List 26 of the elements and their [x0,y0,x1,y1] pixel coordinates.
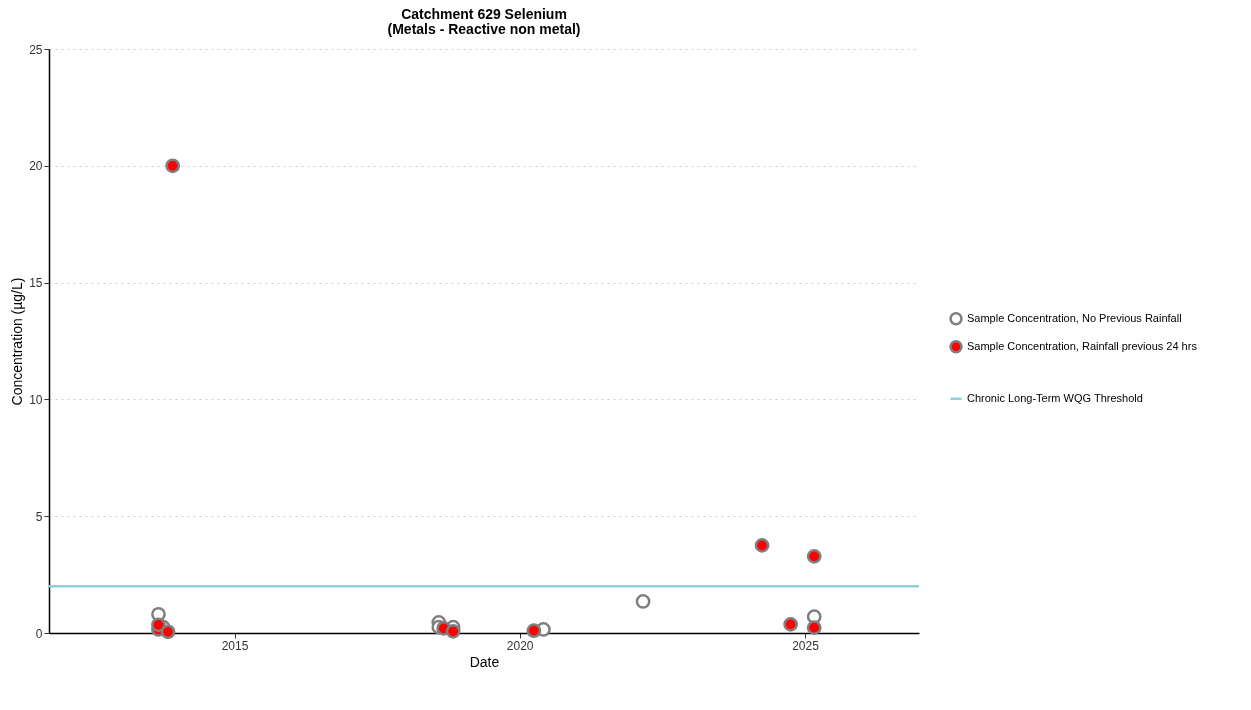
point [754,538,770,553]
point [445,624,461,639]
x-tick-label: 2025 [792,638,820,653]
y-tick-label: 5 [35,509,43,524]
point [806,620,822,635]
legend-label: Sample Concentration, Rainfall previous 24 hrs [967,339,1198,352]
chart-title: Catchment 629 Selenium [401,6,567,22]
point [526,623,542,639]
y-tick-label: 25 [29,42,43,57]
x-tick-label: 2015 [221,638,249,653]
legend-label: Chronic Long-Term WQG Threshold [967,391,1143,404]
y-tick-label: 20 [29,159,43,174]
point [635,594,651,609]
x-axis-title: Date [469,653,500,670]
point [165,158,181,174]
y-axis-title: Concentration (µg/L) [9,277,26,406]
legend-label: Sample Concentration, No Previous Rainfall [967,311,1182,324]
y-tick-label: 0 [35,626,43,641]
y-tick-label: 10 [29,392,43,407]
x-tick-label: 2020 [506,638,534,653]
y-tick-label: 15 [29,276,43,291]
point [160,624,176,640]
point [783,616,799,632]
point [151,617,166,633]
chart-subtitle: (Metals - Reactive non metal) [387,21,581,37]
point [806,549,822,564]
